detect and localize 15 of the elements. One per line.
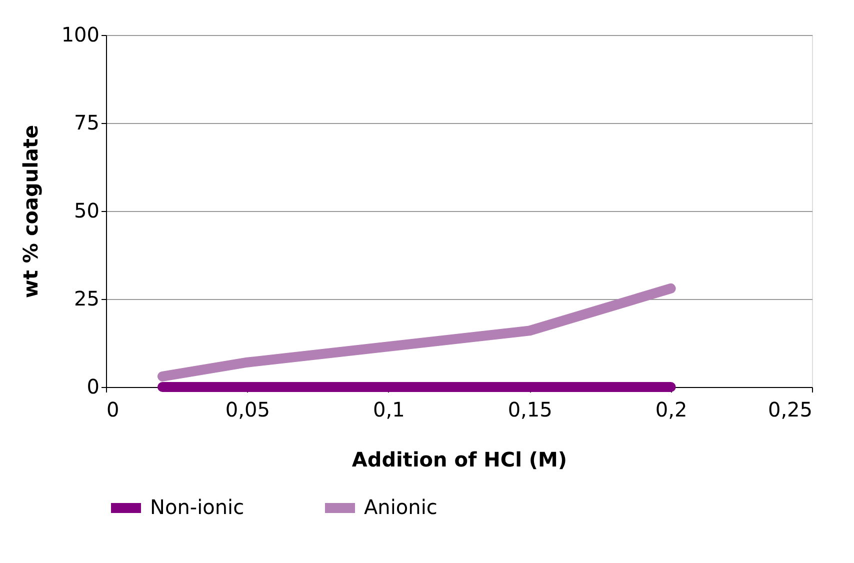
y-axis-title: wt % coagulate bbox=[18, 124, 42, 298]
legend-label: Non-ionic bbox=[150, 495, 244, 519]
legend-label: Anionic bbox=[364, 495, 438, 519]
x-tick-label: 0,1 bbox=[372, 398, 405, 422]
x-tick-label: 0,2 bbox=[655, 398, 688, 422]
y-tick-label: 100 bbox=[61, 22, 100, 46]
x-tick-label: 0,25 bbox=[768, 398, 812, 422]
x-tick-label: 0,05 bbox=[225, 398, 270, 422]
y-tick-label: 25 bbox=[74, 286, 100, 310]
x-tick-label: 0,15 bbox=[508, 398, 552, 422]
y-tick-label: 75 bbox=[74, 110, 100, 134]
x-axis-title: Addition of HCl (M) bbox=[352, 448, 568, 472]
y-tick-label: 50 bbox=[74, 198, 100, 222]
x-tick-label: 0 bbox=[106, 398, 120, 422]
y-tick-label: 0 bbox=[86, 374, 100, 398]
